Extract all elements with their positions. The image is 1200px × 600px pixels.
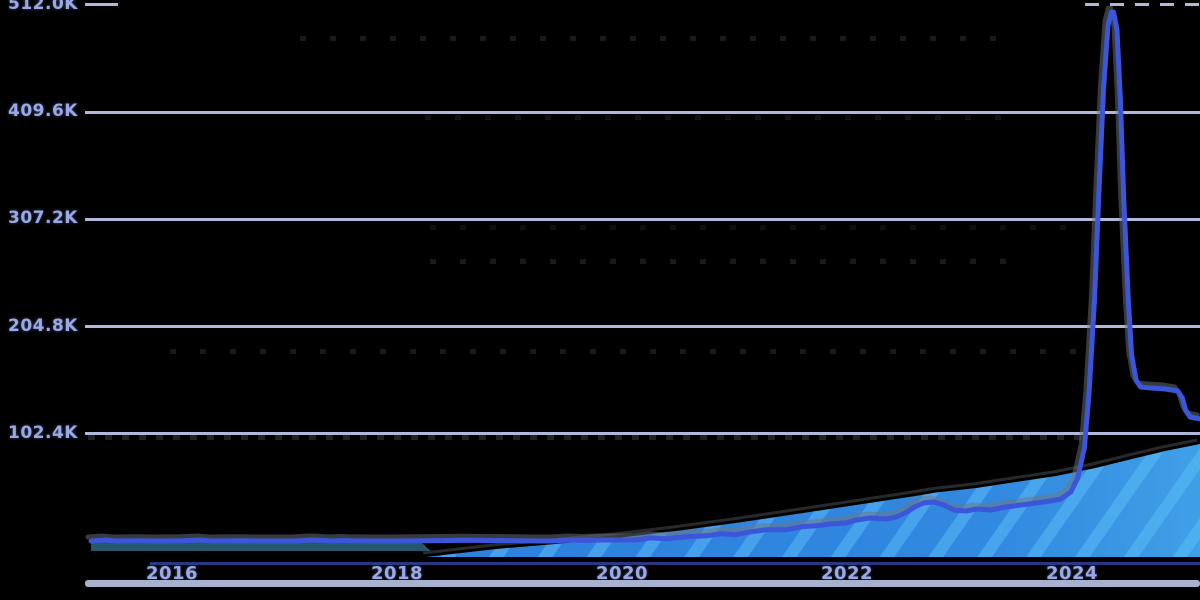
y-axis-tick-label: 409.6K bbox=[8, 101, 78, 122]
hatched-area-tint bbox=[426, 444, 1200, 557]
y-gridline bbox=[1085, 3, 1200, 7]
x-axis-tick-label: 2022 bbox=[820, 563, 874, 584]
main-line-shadow bbox=[85, 5, 1200, 540]
dashed-gridline-artifact bbox=[300, 36, 1010, 41]
dashed-gridline-artifact bbox=[425, 115, 1015, 120]
y-gridline bbox=[85, 3, 118, 7]
x-axis-tick-label: 2016 bbox=[145, 563, 199, 584]
y-axis-tick-label: 307.2K bbox=[8, 208, 78, 229]
x-axis-tick-label: 2024 bbox=[1045, 563, 1099, 584]
dashed-gridline-artifact bbox=[430, 225, 1085, 230]
y-axis-tick-label: 204.8K bbox=[8, 315, 78, 336]
y-axis-tick-label: 512.0K bbox=[8, 0, 78, 14]
main-line-series bbox=[88, 9, 1200, 544]
dashed-gridline-artifact bbox=[170, 349, 1085, 354]
y-gridline bbox=[85, 325, 1200, 329]
dashed-gridline-artifact bbox=[88, 435, 1085, 440]
x-axis-line bbox=[150, 562, 1200, 565]
y-gridline bbox=[85, 110, 1200, 114]
bottom-axis-band bbox=[85, 580, 1200, 587]
x-axis-tick-label: 2020 bbox=[595, 563, 649, 584]
y-axis-tick-label: 102.4K bbox=[8, 422, 78, 443]
y-gridline bbox=[85, 217, 1200, 221]
x-axis-tick-label: 2018 bbox=[370, 563, 424, 584]
dashed-gridline-artifact bbox=[430, 259, 1010, 264]
y-gridline bbox=[85, 432, 1200, 436]
